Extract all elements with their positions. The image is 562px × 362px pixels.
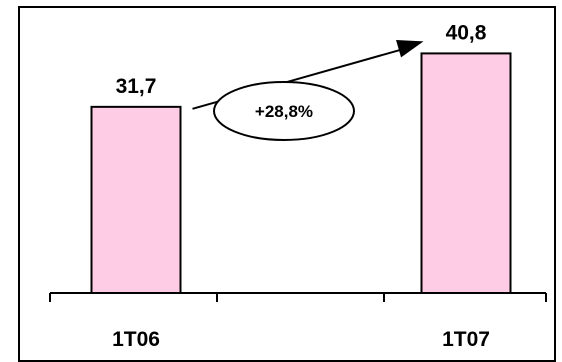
- growth-annotation: +28,8%: [192, 40, 424, 141]
- data-label: 40,8: [446, 21, 487, 44]
- bar-1T07: [420, 52, 512, 295]
- arrow-head: [396, 40, 424, 58]
- category-tick-label: 1T06: [112, 328, 160, 351]
- growth-text: +28,8%: [255, 102, 313, 121]
- data-label: 31,7: [116, 75, 157, 98]
- category-tick-label: 1T07: [442, 328, 490, 351]
- bar-1T06: [90, 105, 182, 295]
- data-labels: 31,7 1T06 40,8 1T07: [112, 21, 490, 351]
- growth-bubble: [213, 81, 355, 141]
- bars: [90, 52, 512, 295]
